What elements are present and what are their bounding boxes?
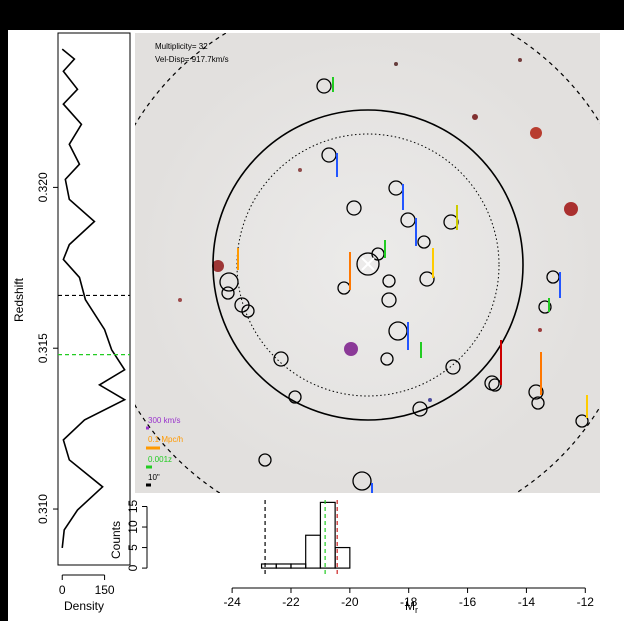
member-galaxy [531,396,545,410]
x-label-main: M [405,599,415,613]
histogram-bar [305,534,322,569]
star [298,168,302,172]
y-tick-label: 5 [126,544,140,551]
member-galaxy [380,352,394,366]
member-galaxy [412,401,428,417]
x-tick-label: -14 [518,595,536,609]
y-tick-label: 10 [126,520,140,534]
star [428,398,432,402]
y-axis-label: Counts [109,521,123,559]
star [518,58,522,62]
member-galaxy [273,351,289,367]
star [530,127,542,139]
sky-overlay [135,33,600,502]
histogram-bar [275,563,292,569]
histogram-bar [319,501,336,569]
y-tick-label: 0.320 [36,172,50,202]
annotation: 300 km/s [148,416,180,425]
histogram-bar [290,563,307,569]
member-galaxy [528,384,544,400]
annotation: Multiplicity= 32 [155,42,208,51]
member-galaxy [382,274,396,288]
member-galaxy [258,453,272,467]
y-tick-label: 0.310 [36,494,50,524]
member-galaxy [241,304,255,318]
star [178,298,182,302]
member-galaxy [221,286,235,300]
x-axis-label: Mr [405,599,418,615]
member-galaxy [538,300,552,314]
bcg-cross [361,257,375,271]
y-tick-label: 15 [126,500,140,514]
x-tick-label: -16 [459,595,477,609]
x-tick-label: -20 [341,595,359,609]
member-galaxy [381,292,397,308]
x-label-sub: r [415,605,418,615]
member-galaxy [575,414,589,428]
member-galaxy [356,252,380,276]
star [394,62,398,66]
density-line [61,48,127,549]
x-tick-label: 150 [95,583,115,597]
member-galaxy [316,78,332,94]
density-frame [57,32,131,566]
y-tick-label: 0 [126,564,140,571]
annotation: 0.001z [148,455,172,464]
x-tick-label: -24 [223,595,241,609]
x-tick-label: -12 [577,595,595,609]
x-tick-label: -22 [282,595,300,609]
star [212,260,224,272]
member-galaxy [445,359,461,375]
left-band [0,0,8,621]
star [398,498,402,502]
star [564,202,578,216]
star [344,342,358,356]
y-tick-label: 0.315 [36,333,50,363]
annotation: 10" [148,473,160,482]
member-galaxy [288,390,302,404]
x-tick-label: -18 [400,595,418,609]
histogram-bar [260,563,277,569]
star [472,114,478,120]
annotation: Vel-Disp= 917.7km/s [155,55,229,64]
annotation: 0.1 Mpc/h [148,435,183,444]
histogram-bar [334,546,351,569]
x-axis-label: Density [64,599,104,613]
member-galaxy [346,200,362,216]
top-band [0,0,624,30]
x-tick-label: 0 [59,583,66,597]
y-axis-label: Redshift [12,277,26,322]
virial-radius [212,109,524,421]
inner-radius [236,133,500,397]
member-galaxy [219,272,239,292]
star [538,328,542,332]
member-galaxy [419,271,435,287]
member-galaxy [352,471,372,491]
member-galaxy [417,235,431,249]
